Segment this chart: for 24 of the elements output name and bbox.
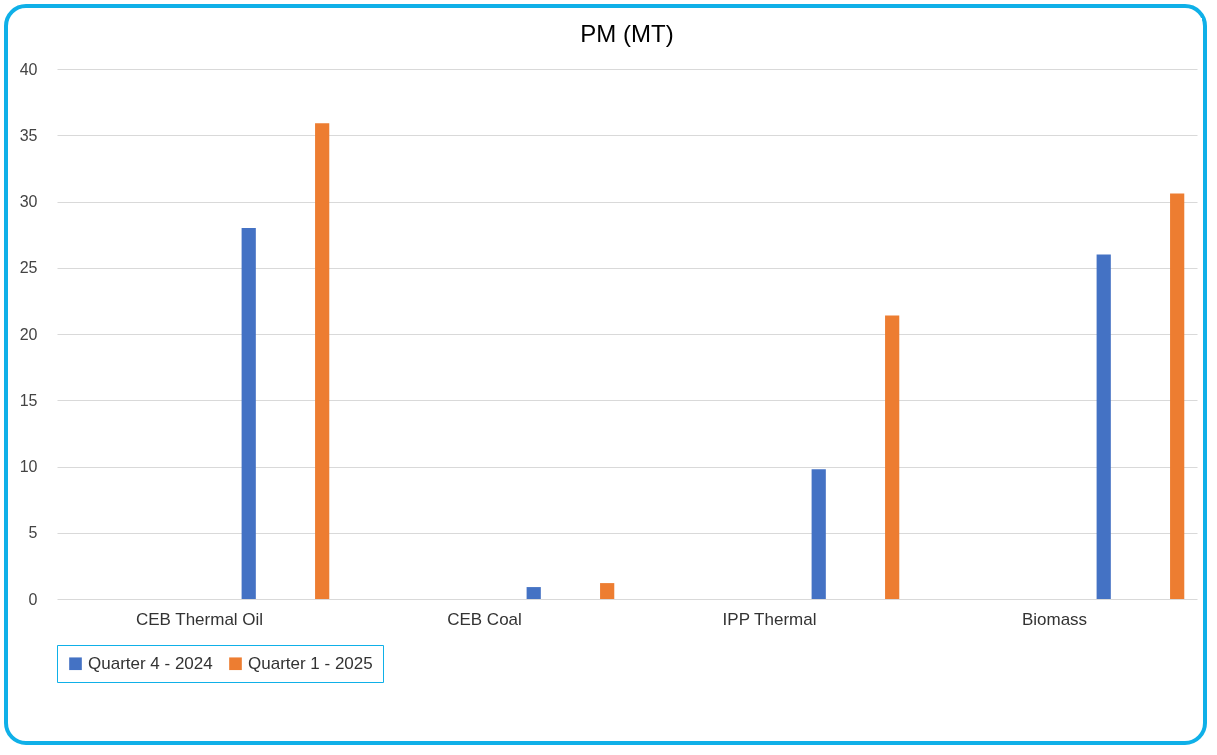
y-tick-label: 40 bbox=[19, 60, 38, 78]
y-tick-label: 5 bbox=[28, 524, 38, 542]
legend-label: Quarter 1 - 2025 bbox=[248, 653, 373, 673]
y-tick-label: 35 bbox=[19, 126, 38, 144]
bar bbox=[600, 583, 615, 599]
y-tick-label: 30 bbox=[19, 193, 38, 210]
bar bbox=[315, 123, 330, 599]
x-tick-label: Biomass bbox=[1021, 609, 1088, 629]
bar bbox=[1096, 254, 1111, 599]
bar bbox=[811, 469, 826, 599]
x-tick-label: CEB Thermal Oil bbox=[135, 609, 264, 629]
y-tick-label: 10 bbox=[19, 458, 38, 475]
bar bbox=[885, 315, 900, 599]
y-tick-label: 20 bbox=[19, 325, 38, 343]
bar bbox=[241, 228, 256, 599]
chart-title: PM (MT) bbox=[580, 20, 674, 47]
bar bbox=[526, 587, 541, 599]
x-tick-label: IPP Thermal bbox=[722, 609, 817, 629]
y-tick-label: 15 bbox=[19, 391, 38, 409]
y-tick-label: 25 bbox=[19, 259, 38, 277]
legend-label: Quarter 4 - 2024 bbox=[88, 653, 213, 673]
y-tick-label: 0 bbox=[28, 590, 38, 608]
bar bbox=[1170, 193, 1185, 599]
x-tick-label: CEB Coal bbox=[447, 609, 522, 629]
